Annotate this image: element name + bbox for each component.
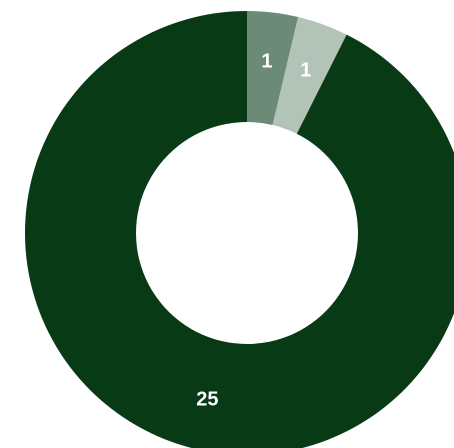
slice-label-0: 1 <box>261 50 272 72</box>
donut-slice-1 <box>272 16 347 134</box>
donut-slice-2 <box>25 11 454 448</box>
slice-labels: 1 1 25 <box>196 50 311 410</box>
donut-slice-0 <box>247 11 299 125</box>
donut-slices <box>25 11 454 448</box>
slice-label-1: 1 <box>300 60 311 82</box>
slice-label-2: 25 <box>196 389 218 411</box>
